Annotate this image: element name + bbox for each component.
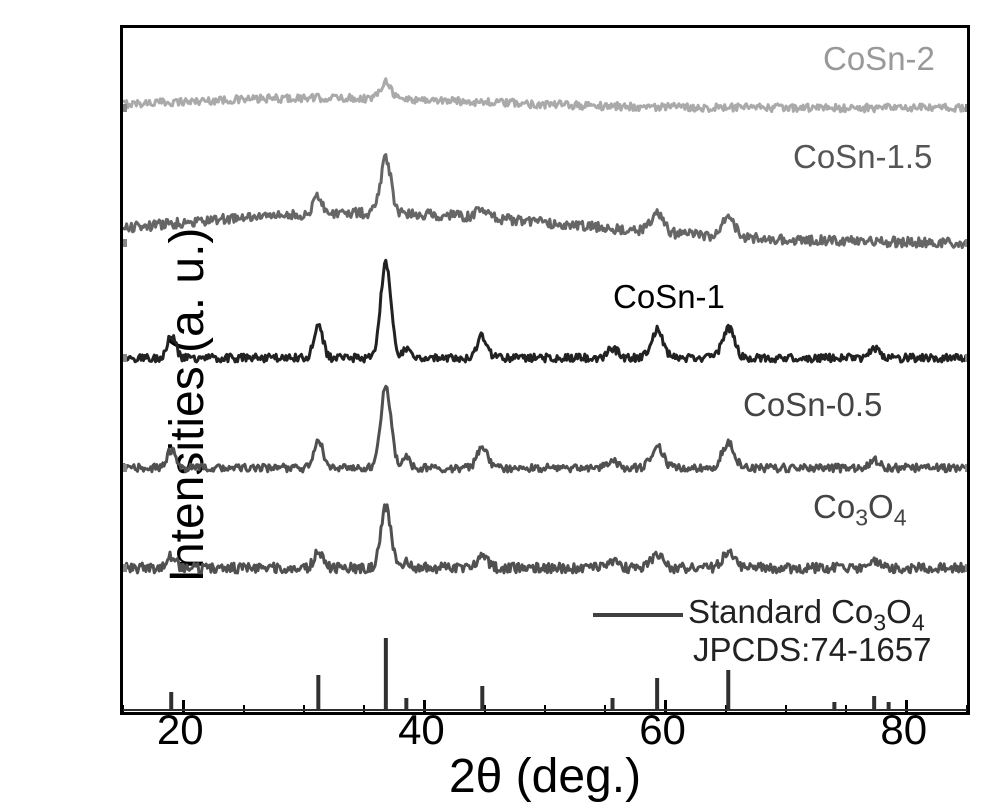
xrd-chart: Intensities (a. u.) CoSn-2CoSn-1.5CoSn-1… xyxy=(0,0,1000,809)
plot-area: CoSn-2CoSn-1.5CoSn-1CoSn-0.5Co3O4Standar… xyxy=(120,25,970,715)
x-tick-label: 60 xyxy=(639,706,686,754)
x-tick-label: 80 xyxy=(880,706,927,754)
x-tick-label: 20 xyxy=(157,706,204,754)
x-tick-label: 40 xyxy=(398,706,445,754)
reference-legend-line xyxy=(593,613,683,617)
reference-label-line2: JPCDS:74-1657 xyxy=(693,631,931,669)
x-axis-label: 2θ (deg.) xyxy=(120,749,970,804)
